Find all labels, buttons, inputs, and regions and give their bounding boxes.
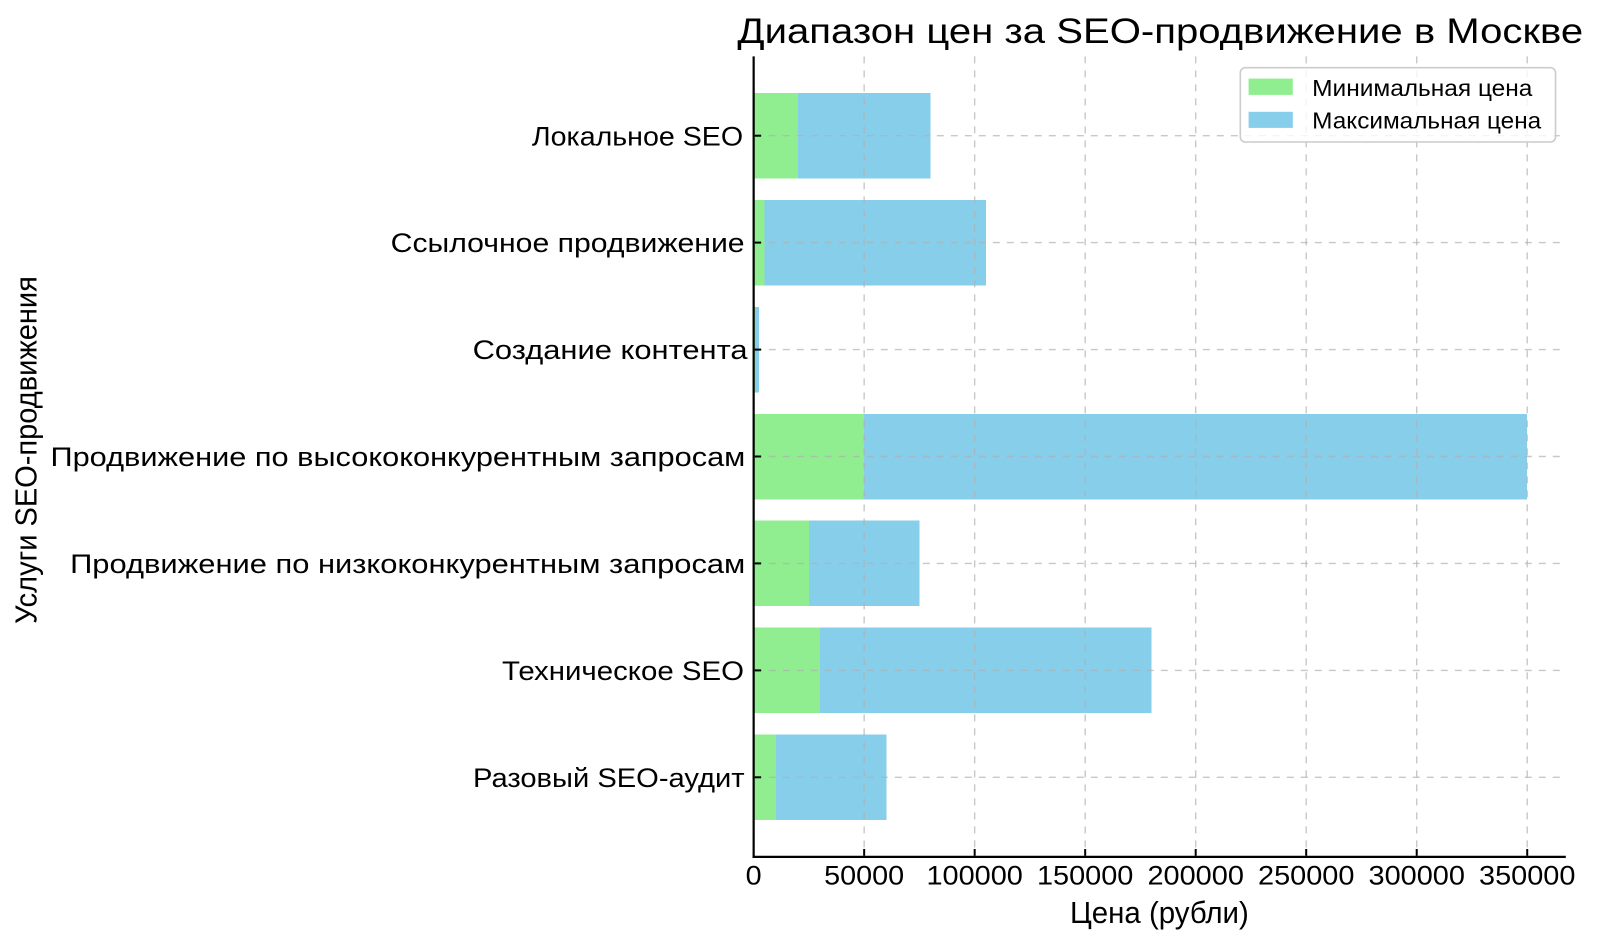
svg-text:50000: 50000 <box>824 861 904 891</box>
svg-text:350000: 350000 <box>1479 861 1575 891</box>
svg-text:Техническое SEO: Техническое SEO <box>502 656 744 686</box>
svg-text:0: 0 <box>746 861 762 891</box>
svg-text:Минимальная цена: Минимальная цена <box>1312 75 1532 101</box>
svg-text:Услуги SEO-продвижения: Услуги SEO-продвижения <box>9 276 43 624</box>
svg-text:Цена (рубли): Цена (рубли) <box>1070 896 1249 930</box>
svg-text:Ссылочное продвижение: Ссылочное продвижение <box>391 228 745 258</box>
svg-text:Создание контента: Создание контента <box>473 335 748 365</box>
svg-text:250000: 250000 <box>1258 861 1354 891</box>
svg-text:Диапазон цен за SEO-продвижени: Диапазон цен за SEO-продвижение в Москве <box>737 11 1583 51</box>
svg-text:Разовый SEO-аудит: Разовый SEO-аудит <box>473 763 745 793</box>
svg-text:Максимальная цена: Максимальная цена <box>1312 108 1541 134</box>
svg-text:Продвижение по высококонкурент: Продвижение по высококонкурентным запрос… <box>51 442 746 472</box>
svg-text:Продвижение по низкоконкурентн: Продвижение по низкоконкурентным запроса… <box>70 549 745 579</box>
svg-text:100000: 100000 <box>926 861 1022 891</box>
svg-text:Локальное SEO: Локальное SEO <box>532 121 743 151</box>
svg-text:200000: 200000 <box>1147 861 1243 891</box>
svg-text:150000: 150000 <box>1037 861 1133 891</box>
svg-text:300000: 300000 <box>1369 861 1465 891</box>
